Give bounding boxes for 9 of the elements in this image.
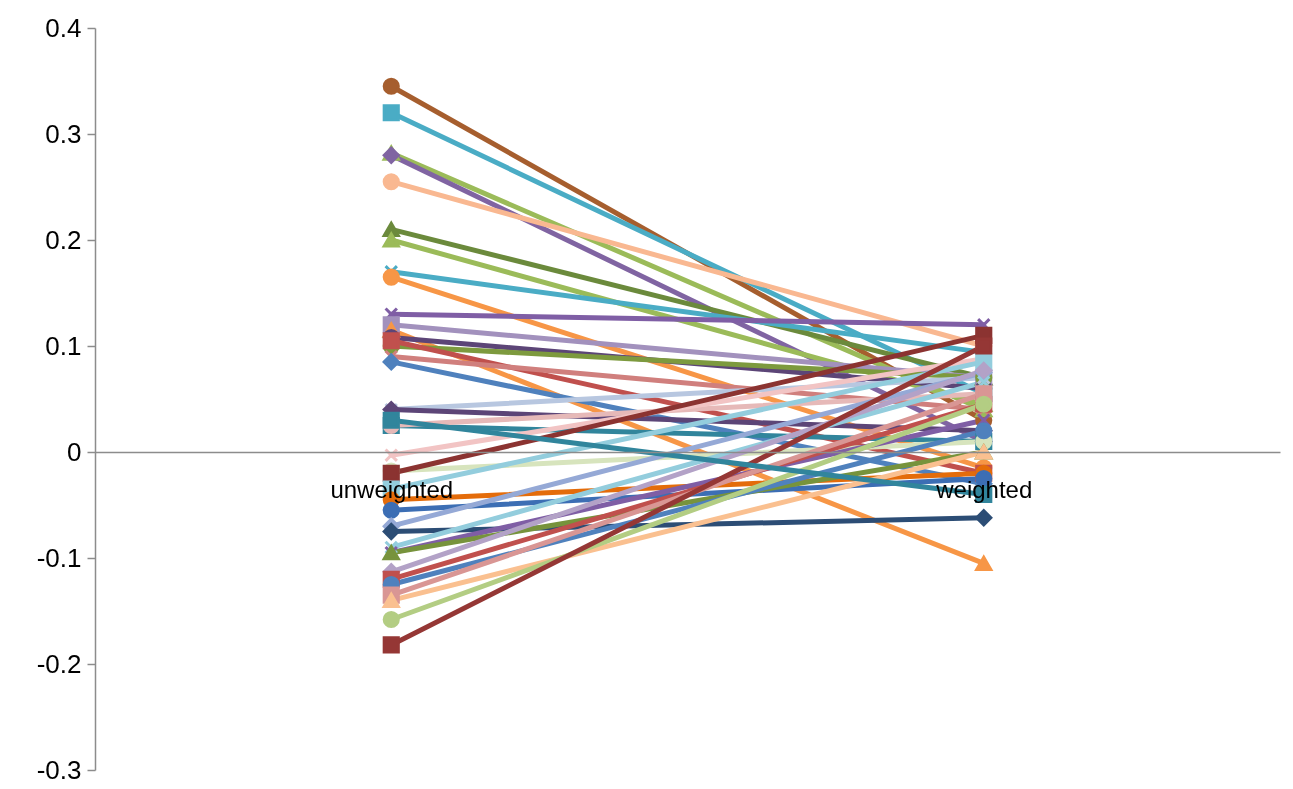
x-tick-label: unweighted — [330, 475, 454, 503]
y-tick-label: -0.1 — [36, 542, 82, 573]
y-tick-label: 0.2 — [45, 224, 82, 255]
y-tick-label: 0.4 — [45, 12, 82, 43]
y-tick-label: -0.2 — [36, 648, 82, 679]
y-tick-label: 0.3 — [45, 118, 82, 149]
y-tick-label: 0.1 — [45, 330, 82, 361]
y-tick-label: -0.3 — [36, 754, 82, 785]
y-tick-label: 0 — [67, 436, 82, 467]
